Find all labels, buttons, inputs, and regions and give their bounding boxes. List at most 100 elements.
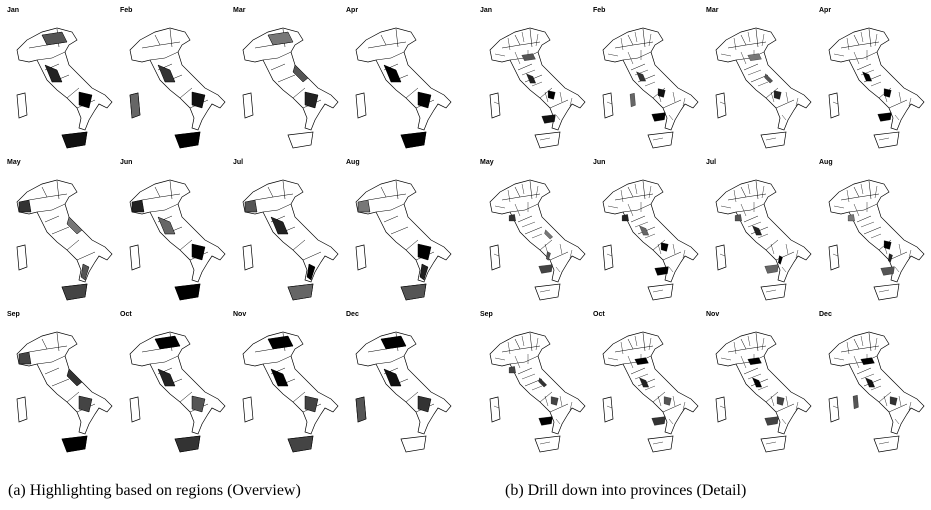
map-panel: Dec bbox=[819, 311, 925, 453]
italy-map bbox=[129, 331, 226, 453]
highlight bbox=[244, 199, 258, 213]
map-panel: Nov bbox=[233, 311, 339, 453]
italy-map bbox=[715, 27, 812, 149]
italy-outline bbox=[355, 27, 452, 149]
italy-map bbox=[489, 179, 586, 301]
map-panel: Aug bbox=[346, 159, 452, 301]
month-label: May bbox=[480, 159, 494, 166]
highlight bbox=[526, 73, 536, 84]
map-panel: Mar bbox=[706, 7, 812, 149]
italy-outline bbox=[715, 27, 812, 149]
highlight bbox=[541, 114, 556, 124]
italy-map bbox=[242, 27, 339, 149]
highlight bbox=[538, 264, 553, 274]
highlight bbox=[270, 216, 289, 235]
italy-map bbox=[242, 331, 339, 453]
highlight bbox=[400, 131, 427, 149]
italy-outline bbox=[242, 179, 339, 301]
map-panel: Feb bbox=[593, 7, 699, 149]
italy-map bbox=[602, 179, 699, 301]
highlight bbox=[287, 435, 314, 453]
highlight bbox=[357, 199, 371, 213]
month-label: Sep bbox=[480, 311, 493, 318]
map-panel: Mar bbox=[233, 7, 339, 149]
map-panel: Oct bbox=[593, 311, 699, 453]
map-panel: Jun bbox=[120, 159, 226, 301]
highlight bbox=[18, 351, 32, 365]
italy-outline bbox=[828, 179, 925, 301]
italy-outline bbox=[828, 27, 925, 149]
italy-map bbox=[129, 27, 226, 149]
italy-map bbox=[16, 179, 113, 301]
highlight bbox=[764, 73, 773, 84]
highlight bbox=[383, 368, 402, 387]
highlight bbox=[889, 396, 898, 406]
highlight bbox=[174, 435, 201, 453]
italy-outline bbox=[16, 331, 113, 453]
italy-map bbox=[715, 331, 812, 453]
highlight bbox=[636, 71, 646, 82]
highlight bbox=[304, 91, 319, 109]
map-panel: Feb bbox=[120, 7, 226, 149]
highlight bbox=[651, 112, 666, 122]
highlight bbox=[417, 395, 432, 413]
month-label: Jun bbox=[120, 159, 132, 166]
italy-map bbox=[129, 179, 226, 301]
highlight bbox=[657, 88, 666, 98]
highlight bbox=[157, 64, 176, 83]
italy-map bbox=[715, 179, 812, 301]
highlight bbox=[191, 91, 206, 109]
italy-map bbox=[602, 27, 699, 149]
highlight bbox=[852, 394, 859, 410]
highlight bbox=[747, 53, 762, 61]
map-panel: Aug bbox=[819, 159, 925, 301]
highlight bbox=[157, 216, 176, 235]
highlight bbox=[847, 214, 855, 222]
highlight bbox=[776, 396, 785, 406]
month-label: May bbox=[7, 159, 21, 166]
italy-map bbox=[602, 331, 699, 453]
map-panel: Jul bbox=[706, 159, 812, 301]
highlight bbox=[306, 263, 316, 281]
italy-outline bbox=[489, 179, 586, 301]
highlight bbox=[544, 229, 553, 240]
highlight bbox=[174, 283, 201, 301]
highlight bbox=[877, 112, 892, 122]
highlight bbox=[78, 91, 93, 109]
highlight bbox=[270, 368, 289, 387]
highlight bbox=[66, 368, 83, 387]
highlight bbox=[508, 366, 516, 374]
italy-map bbox=[242, 179, 339, 301]
month-label: Dec bbox=[819, 311, 832, 318]
highlight bbox=[651, 416, 666, 426]
highlight bbox=[400, 283, 427, 301]
month-label: Mar bbox=[706, 7, 719, 14]
italy-map bbox=[489, 331, 586, 453]
highlight bbox=[550, 396, 559, 406]
italy-outline bbox=[489, 27, 586, 149]
map-panel: Nov bbox=[706, 311, 812, 453]
italy-outline bbox=[129, 179, 226, 301]
map-panel: Jan bbox=[7, 7, 113, 149]
highlight bbox=[752, 377, 762, 388]
italy-map bbox=[355, 331, 452, 453]
month-label: Feb bbox=[120, 7, 132, 14]
month-label: Nov bbox=[706, 311, 719, 318]
italy-map bbox=[489, 27, 586, 149]
map-panel: Apr bbox=[346, 7, 452, 149]
map-panel: Jun bbox=[593, 159, 699, 301]
highlight bbox=[546, 251, 551, 261]
italy-outline bbox=[828, 331, 925, 453]
italy-outline bbox=[602, 27, 699, 149]
highlight bbox=[78, 395, 93, 413]
highlight bbox=[419, 263, 429, 281]
highlight bbox=[888, 253, 893, 263]
month-label: Aug bbox=[346, 159, 360, 166]
highlight bbox=[629, 92, 636, 108]
highlight bbox=[639, 225, 649, 236]
highlight bbox=[304, 395, 319, 413]
highlight bbox=[521, 53, 536, 61]
month-label: Apr bbox=[346, 7, 358, 14]
highlight bbox=[764, 264, 779, 274]
month-label: Jan bbox=[480, 7, 492, 14]
